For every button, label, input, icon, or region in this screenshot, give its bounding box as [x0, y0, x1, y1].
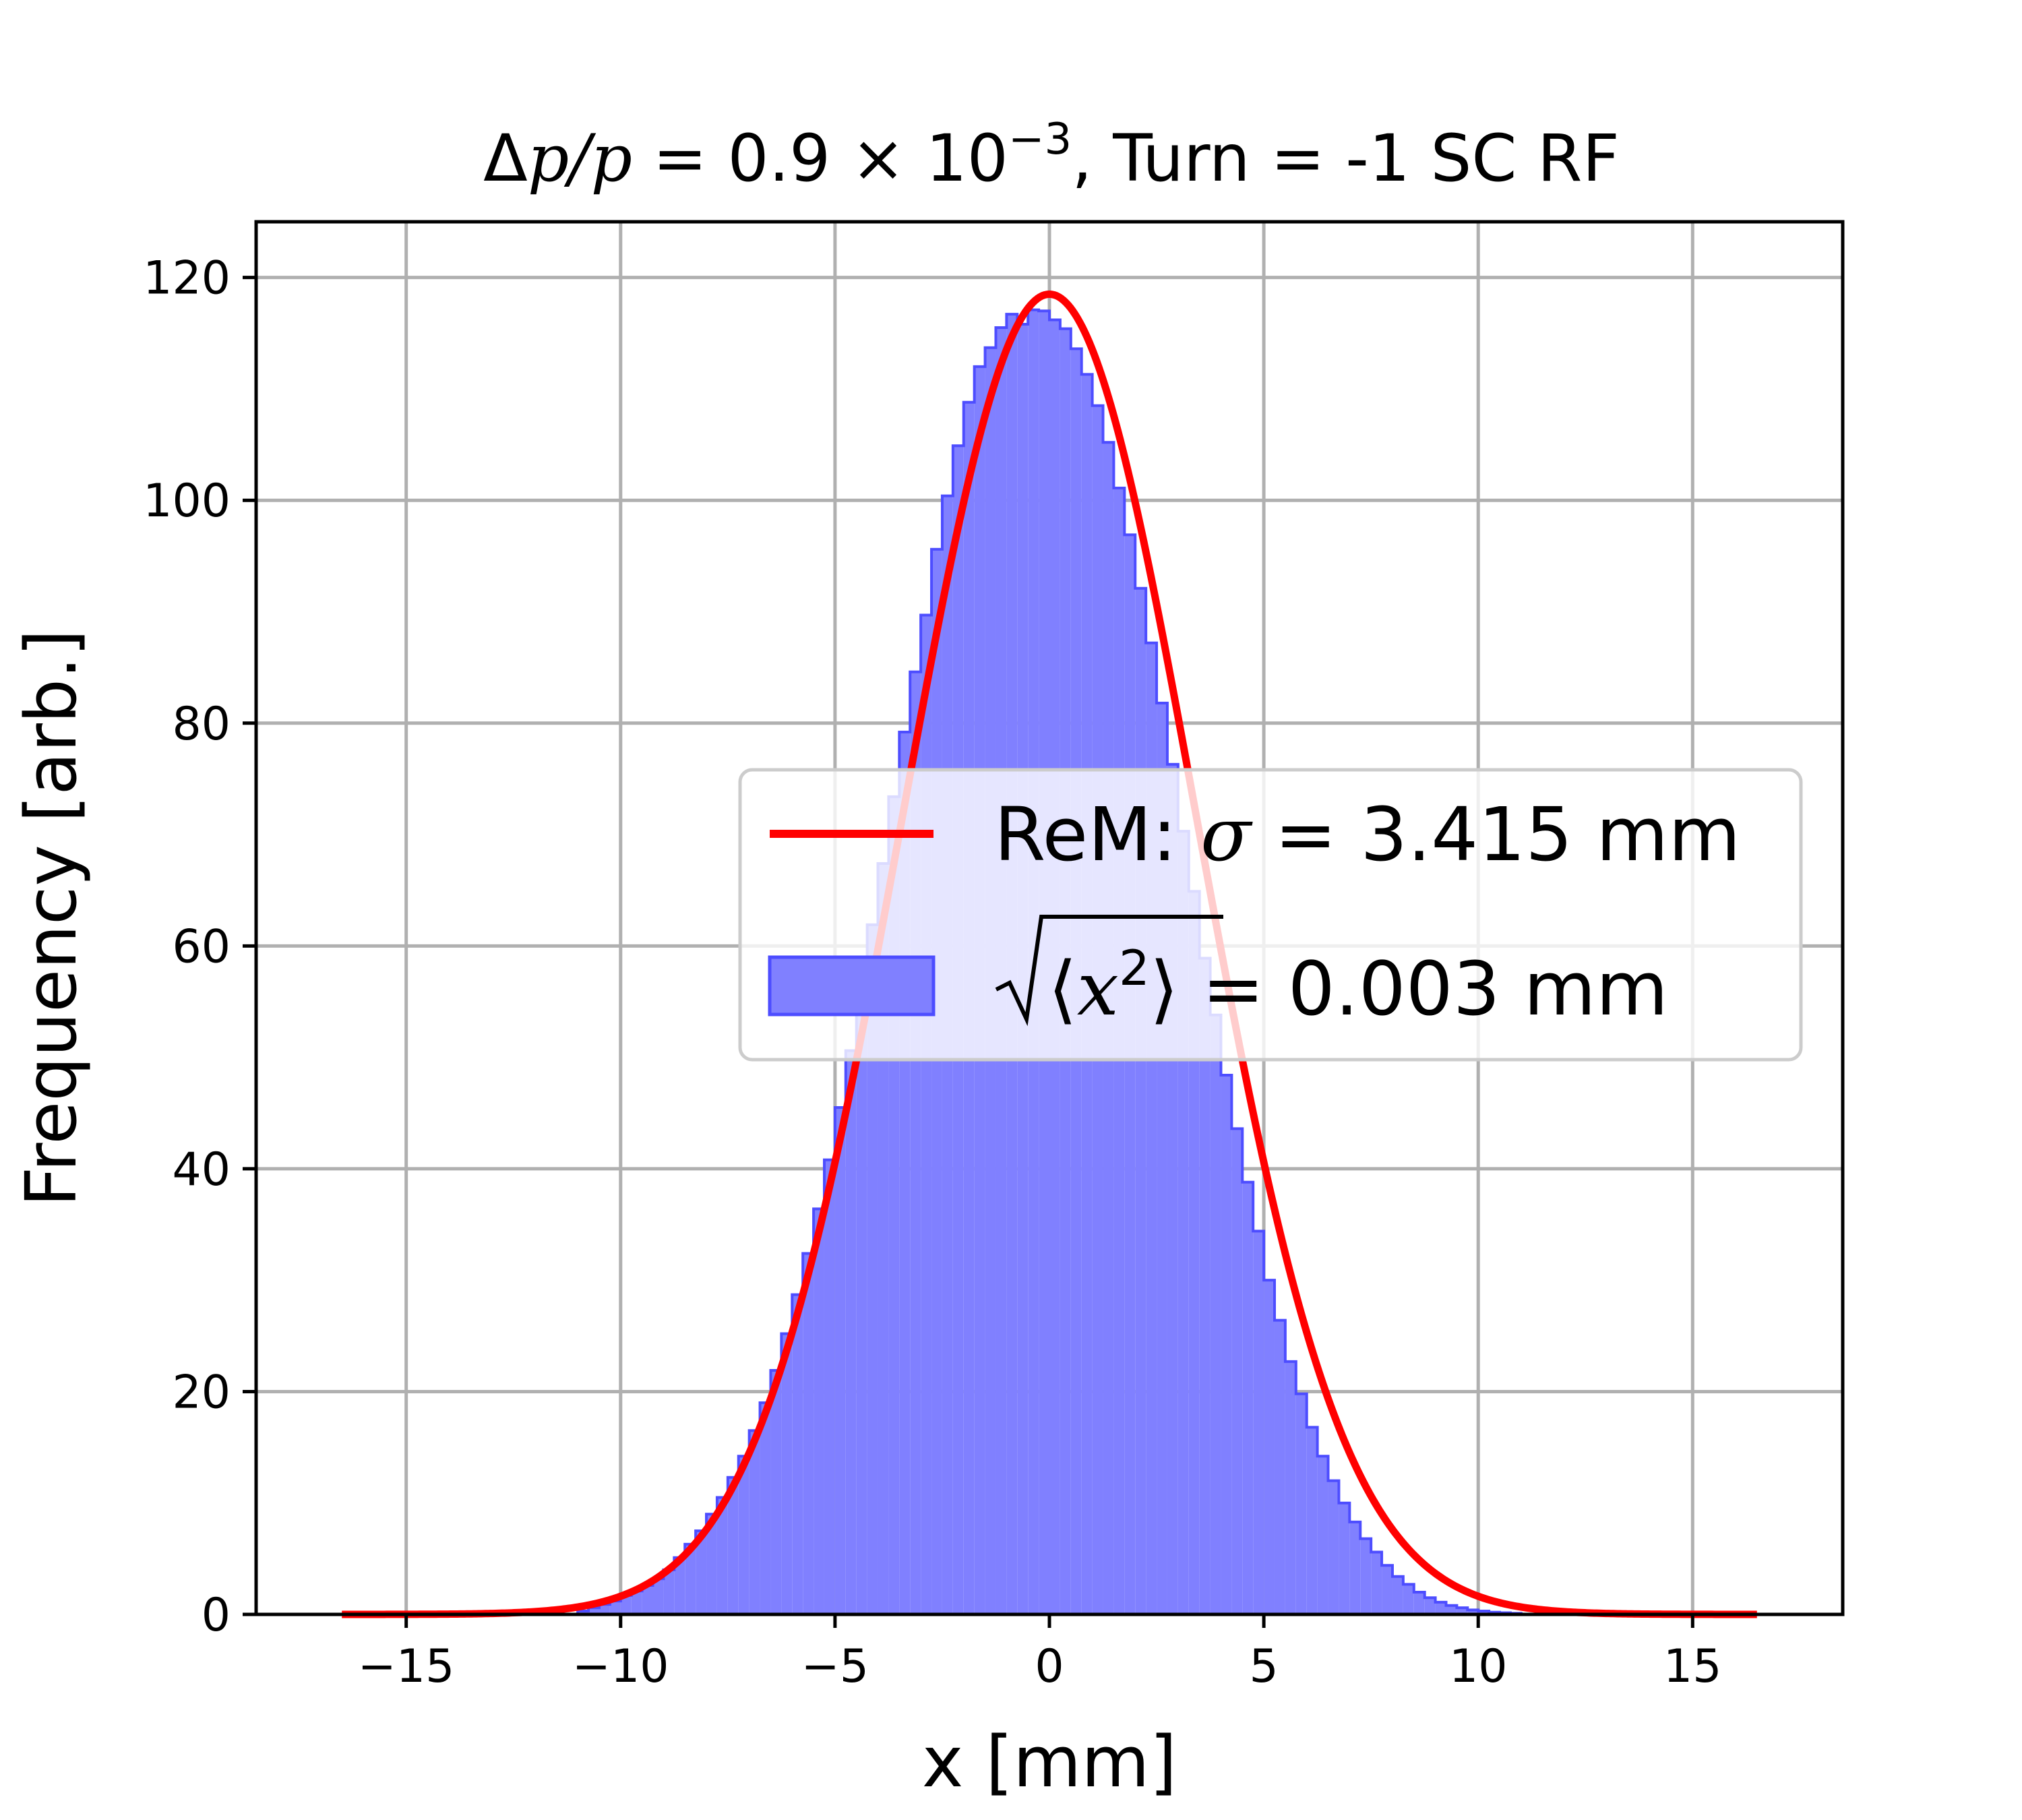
x-tick-label: −5 [801, 1640, 869, 1693]
histogram-bar [760, 1402, 771, 1614]
histogram-bar [1339, 1503, 1350, 1614]
histogram-bar [1253, 1231, 1264, 1614]
histogram-bar [1188, 891, 1200, 1614]
histogram-bar [792, 1294, 803, 1614]
histogram-bar [867, 924, 878, 1614]
histogram-bar [1231, 1128, 1243, 1614]
histogram-bar [824, 1159, 835, 1614]
y-axis-label: Frequency [arb.] [10, 629, 92, 1207]
y-tick-label: 120 [143, 252, 231, 305]
histogram-bar [834, 1107, 846, 1614]
y-tick-label: 40 [172, 1143, 231, 1196]
legend: ReM: σ = 3.415 mm ⟨x2⟩ = 0.003 mm [738, 768, 1803, 1062]
histogram-bar [727, 1477, 739, 1614]
x-tick-label: 10 [1449, 1640, 1508, 1693]
histogram-bar [1392, 1576, 1403, 1614]
histogram-bar [1242, 1182, 1254, 1614]
histogram-bar [738, 1456, 749, 1614]
histogram-bar [652, 1579, 664, 1614]
histogram-bar [1285, 1361, 1296, 1614]
fit-curve-group [340, 290, 1758, 1618]
x-tick-label: 0 [1035, 1640, 1064, 1693]
histogram-bar [921, 615, 932, 1614]
histogram-bar [599, 1604, 610, 1614]
histogram-bar [1457, 1608, 1468, 1614]
histogram-bar [1295, 1393, 1307, 1614]
legend-label-fit: ReM: σ = 3.415 mm [994, 791, 1740, 878]
histogram-bar [1467, 1610, 1479, 1614]
histogram-bar [1124, 535, 1136, 1615]
y-axis-ticks: 0 20 40 60 80 100 120 [143, 252, 256, 1642]
histogram-bar [814, 1209, 824, 1614]
histogram-bar [1221, 1075, 1232, 1614]
histogram-bar [845, 1050, 857, 1614]
histogram-bar [663, 1569, 675, 1614]
legend-label-hist: ⟨x2⟩ = 0.003 mm [1048, 940, 1668, 1032]
x-tick-label: −15 [358, 1640, 455, 1693]
histogram-bar [609, 1601, 621, 1614]
histogram-outline [576, 308, 1523, 1615]
histogram-bar [1382, 1565, 1392, 1614]
histogram-bar [749, 1430, 760, 1614]
y-tick-label: 100 [143, 475, 231, 528]
histogram-bar [1328, 1480, 1339, 1614]
histogram-bar [1264, 1280, 1275, 1614]
histogram-bar [1446, 1605, 1457, 1614]
histogram-bar [1135, 588, 1146, 1614]
histogram-bar [1371, 1552, 1382, 1614]
histogram-bar [706, 1514, 717, 1614]
y-tick-label: 80 [172, 698, 231, 751]
histogram-bar [685, 1544, 696, 1614]
histogram-bar [1435, 1602, 1446, 1614]
y-tick-label: 20 [172, 1366, 231, 1419]
histogram-bar [931, 549, 942, 1614]
histogram-bar [1306, 1427, 1318, 1614]
histogram-bar [1403, 1584, 1414, 1614]
histogram-bar [716, 1497, 728, 1614]
y-tick-label: 0 [202, 1589, 231, 1642]
histogram-bar [803, 1253, 814, 1614]
histogram-bar [1317, 1456, 1328, 1614]
x-tick-label: 15 [1663, 1640, 1722, 1693]
histogram-bar [620, 1595, 632, 1614]
legend-swatch-hist [768, 955, 936, 1017]
histogram-bar [856, 989, 867, 1614]
legend-sqrt-sign [995, 915, 1223, 1027]
histogram-bar [1275, 1320, 1285, 1614]
histogram-bar [781, 1333, 793, 1614]
fit-curve [340, 290, 1758, 1618]
histogram-bar [1360, 1538, 1372, 1614]
histogram-bar [642, 1585, 653, 1614]
x-axis-label: x [mm] [922, 1721, 1177, 1803]
x-axis-ticks: −15 −10 −5 0 5 10 15 [358, 1614, 1722, 1693]
histogram-bar [1413, 1591, 1425, 1614]
histogram-bar [1199, 958, 1211, 1614]
y-tick-label: 60 [172, 920, 231, 973]
histogram-bar [588, 1608, 599, 1614]
histogram-bar [1424, 1598, 1436, 1614]
histogram-bar [696, 1531, 707, 1614]
x-tick-label: −10 [572, 1640, 669, 1693]
histogram-bar [631, 1591, 642, 1614]
x-tick-label: 5 [1249, 1640, 1278, 1693]
histogram-bar [1349, 1521, 1361, 1614]
histogram-bar [770, 1370, 782, 1614]
chart-title: Δp/p = 0.9 × 10−3, Turn = -1 SC RF [483, 115, 1620, 196]
histogram-bar [674, 1557, 685, 1614]
histogram-bar [1210, 1014, 1221, 1614]
